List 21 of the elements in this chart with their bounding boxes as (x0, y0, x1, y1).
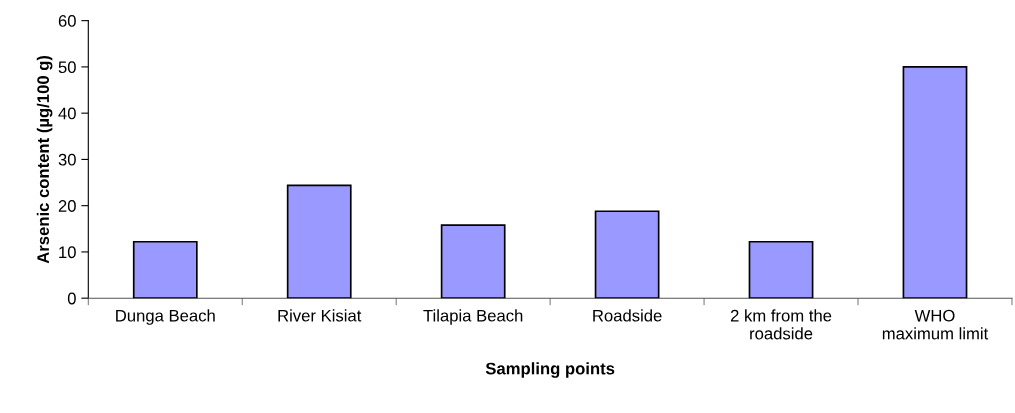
bar (902, 66, 968, 299)
bar (594, 210, 660, 299)
bar (748, 240, 814, 299)
x-tick-label: River Kisiat (278, 309, 362, 322)
y-tick-label: 30 (58, 153, 76, 166)
y-tick-label: 20 (58, 200, 76, 212)
y-tick-label: 40 (58, 107, 76, 120)
y-tick-label: 60 (58, 15, 76, 27)
x-axis-title: Sampling points (485, 362, 615, 378)
x-tick-label: Roadside (593, 309, 662, 322)
x-tick-label: 2 km from the roadside (730, 309, 832, 340)
x-tick-label: WHO maximum limit (882, 309, 989, 340)
bar (440, 224, 506, 299)
bar (286, 184, 352, 299)
x-tick-label: Tilapia Beach (423, 309, 523, 325)
y-axis-title: Arsenic content (µg/100 g) (36, 55, 53, 264)
y-tick-label: 50 (58, 61, 76, 74)
bar (132, 240, 198, 299)
y-tick-label: 10 (59, 246, 76, 259)
x-tick-label: Dunga Beach (116, 309, 215, 325)
y-tick-label: 0 (67, 292, 76, 305)
